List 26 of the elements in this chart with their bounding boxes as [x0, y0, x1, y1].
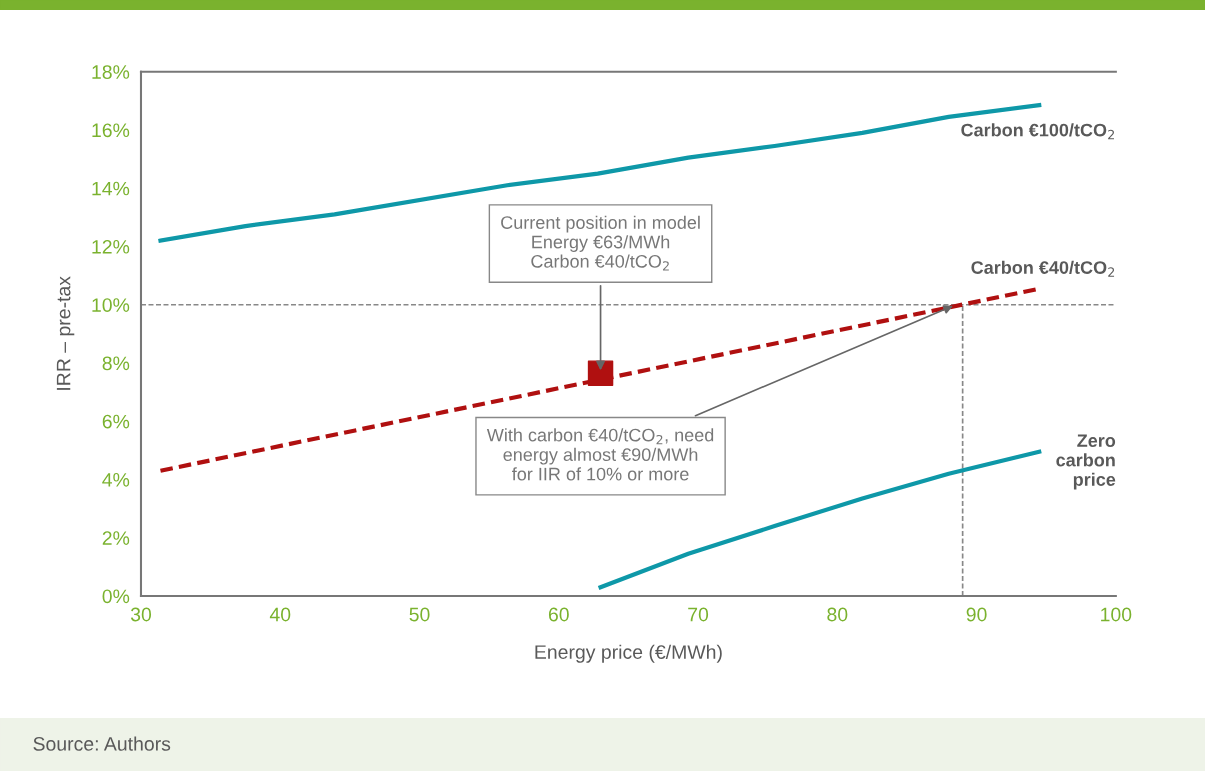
y-tick-label: 2%: [102, 531, 130, 545]
x-tick-label: 30: [130, 607, 152, 622]
x-tick-label: 70: [688, 607, 709, 622]
y-tick-label: 0%: [102, 589, 130, 604]
y-tick-label: 10%: [92, 298, 130, 312]
y-axis-title: IRR – pre-tax: [56, 276, 75, 390]
y-tick-label: 16%: [92, 123, 130, 138]
annotation: Current position in model Energy €63/MWh Carbon €40/tCO$_{2}$: [501, 215, 700, 271]
y-tick-label: 18%: [92, 65, 130, 79]
y-tick-label: 14%: [92, 181, 130, 196]
series-label: Carbon €40/tCO$_{2}$: [971, 260, 1115, 277]
x-tick-label: 50: [409, 607, 430, 622]
source-note: Source: Authors: [33, 736, 171, 751]
y-tick-label: 12%: [92, 239, 130, 254]
annotation: With carbon €40/tCO$_{2}$, need energy almost €90/MWh for IIR of 10% or more: [486, 428, 714, 481]
x-tick-label: 40: [269, 607, 291, 622]
x-tick-label: 80: [827, 607, 848, 622]
x-axis-title: Energy price (€/MWh): [535, 644, 722, 663]
x-tick-label: 100: [1101, 607, 1132, 622]
x-tick-label: 90: [966, 607, 987, 622]
x-tick-label: 60: [548, 607, 569, 622]
series-label: Carbon €100/tCO$_{2}$: [961, 123, 1114, 140]
y-tick-label: 6%: [102, 414, 130, 429]
y-tick-label: 8%: [102, 356, 130, 371]
series-label: Zero carbon price: [1056, 434, 1116, 490]
y-tick-label: 4%: [102, 473, 130, 487]
